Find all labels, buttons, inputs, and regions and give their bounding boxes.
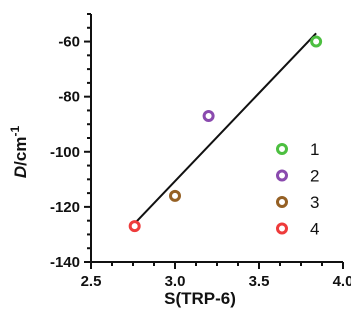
fit-line [133, 32, 317, 225]
y-axis-title-symbol: D [11, 166, 30, 178]
y-axis-title-exponent: -1 [8, 126, 22, 137]
y-axis-title: D/cm-1 [8, 126, 30, 179]
data-point-series-4 [128, 220, 141, 233]
data-point-series-1 [310, 35, 323, 48]
x-axis-title: S(TRP-6) [164, 289, 236, 308]
fit-line-group [133, 32, 317, 225]
data-points [128, 35, 323, 233]
legend-marker-4 [276, 222, 288, 235]
y-tick-label: -60 [58, 34, 80, 51]
legend: 1 2 3 4 [276, 140, 319, 239]
legend-label-2: 2 [310, 167, 319, 186]
x-tick-label: 3.0 [165, 273, 186, 290]
x-tick-label: 2.5 [81, 273, 102, 290]
data-point-series-2 [202, 109, 215, 122]
legend-label-3: 3 [310, 193, 319, 212]
legend-marker-2 [276, 169, 288, 182]
legend-marker-3 [276, 196, 288, 208]
legend-label-4: 4 [310, 220, 319, 239]
x-tick-label: 3.5 [249, 273, 270, 290]
data-point-series-3 [169, 189, 181, 202]
x-tick-label: 4.0 [333, 273, 351, 290]
y-axis-title-unit: /cm [11, 137, 30, 166]
axes: -140 -120 -100 -80 -60 2.5 3.0 3.5 4.0 [50, 13, 351, 290]
y-tick-label: -120 [50, 199, 80, 216]
y-tick-label: -100 [50, 144, 80, 161]
y-tick-label: -140 [50, 254, 80, 271]
legend-label-1: 1 [310, 140, 319, 159]
y-tick-label: -80 [58, 89, 80, 106]
legend-marker-1 [276, 143, 288, 155]
